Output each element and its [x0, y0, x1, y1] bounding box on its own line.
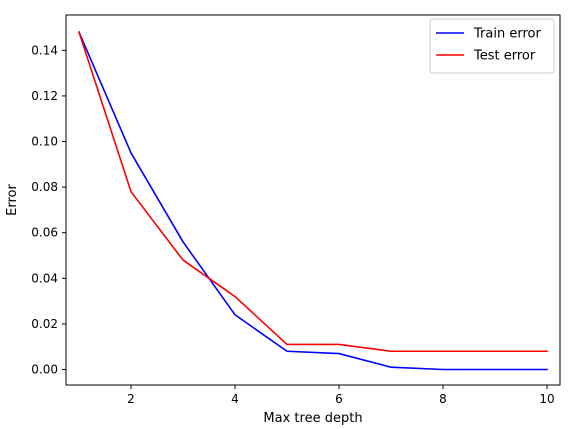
- y-tick-label: 0.04: [31, 271, 58, 285]
- y-tick-label: 0.00: [31, 362, 58, 376]
- series-group: [77, 31, 548, 371]
- x-tick-label: 8: [439, 392, 447, 406]
- y-axis-label: Error: [5, 184, 20, 216]
- train-error-line: [77, 31, 548, 371]
- x-tick-label: 4: [231, 392, 239, 406]
- test-error-line: [77, 31, 548, 353]
- legend: Train error Test error: [429, 18, 555, 74]
- x-axis-label: Max tree depth: [263, 411, 362, 426]
- y-tick-label: 0.10: [31, 135, 58, 149]
- plot-frame: [65, 14, 561, 386]
- y-tick-label: 0.14: [31, 43, 58, 57]
- x-tick-label: 2: [127, 392, 135, 406]
- y-tick-label: 0.06: [31, 226, 58, 240]
- legend-label-train-error: Train error: [473, 27, 541, 42]
- y-tick-label: 0.12: [31, 89, 58, 103]
- legend-label-test-error: Test error: [473, 49, 536, 64]
- y-tick-label: 0.08: [31, 180, 58, 194]
- x-tick-label: 6: [335, 392, 343, 406]
- x-tick-label: 10: [539, 392, 554, 406]
- y-tick-label: 0.02: [31, 317, 58, 331]
- ticks-group: 2 4 6 8 10 0.00 0.02 0.04 0.06 0.08 0.10 0.12 0.14: [31, 43, 554, 406]
